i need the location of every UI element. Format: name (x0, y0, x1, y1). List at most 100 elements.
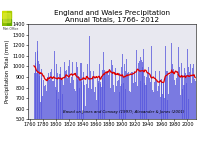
Bar (50, 72, 51, 142)
Bar (98, 83, 99, 142)
Bar (80, 62, 81, 142)
Bar (2, 19, 6, 26)
Bar (172, 64, 173, 142)
Bar (187, 49, 188, 142)
Bar (165, 77, 166, 142)
Bar (141, 59, 142, 142)
Bar (144, 83, 145, 142)
Bar (44, 86, 45, 142)
Bar (84, 85, 85, 142)
Text: Based on Jones and Conway (1997); Alexander & Jones (2001): Based on Jones and Conway (1997); Alexan… (63, 110, 185, 114)
Bar (6, 11, 11, 18)
Bar (127, 73, 128, 142)
Bar (122, 54, 123, 142)
Bar (61, 78, 62, 142)
Bar (138, 63, 139, 142)
Bar (133, 83, 134, 142)
Bar (77, 80, 78, 142)
Bar (160, 97, 161, 142)
Bar (66, 70, 67, 142)
Bar (110, 88, 111, 142)
Bar (113, 85, 114, 142)
Bar (59, 74, 60, 142)
Bar (104, 70, 105, 142)
Bar (117, 81, 118, 142)
Bar (42, 96, 43, 142)
Bar (152, 90, 153, 142)
Bar (161, 81, 162, 142)
Bar (186, 75, 187, 142)
Bar (40, 102, 41, 142)
Bar (111, 60, 112, 142)
Bar (81, 82, 82, 142)
Bar (79, 77, 80, 142)
Bar (178, 47, 179, 142)
Bar (82, 113, 83, 142)
Bar (97, 78, 98, 142)
Bar (104, 72, 105, 142)
Bar (142, 67, 143, 142)
Bar (73, 80, 74, 142)
Bar (182, 75, 183, 142)
Bar (164, 98, 165, 142)
Bar (193, 63, 194, 142)
Bar (157, 91, 158, 142)
Bar (176, 78, 177, 142)
Bar (78, 76, 79, 142)
Bar (41, 69, 42, 142)
Bar (2, 11, 6, 18)
Bar (56, 90, 57, 142)
Bar (126, 59, 127, 142)
Bar (35, 63, 36, 142)
Bar (135, 82, 136, 142)
Bar (100, 84, 101, 142)
Bar (37, 41, 38, 142)
Bar (71, 77, 72, 142)
Bar (177, 74, 178, 142)
Bar (87, 64, 88, 142)
Bar (139, 61, 140, 142)
Bar (173, 69, 174, 142)
Bar (146, 77, 147, 142)
Bar (36, 73, 37, 142)
Bar (186, 83, 187, 142)
Bar (142, 62, 143, 142)
Bar (43, 81, 44, 142)
Bar (60, 74, 61, 142)
Bar (74, 89, 75, 142)
Bar (146, 85, 147, 142)
Bar (154, 82, 155, 142)
Bar (69, 60, 70, 142)
Bar (167, 100, 168, 142)
Bar (89, 36, 90, 142)
Bar (76, 61, 77, 142)
Text: Met Office: Met Office (3, 27, 19, 31)
Bar (171, 43, 172, 142)
Bar (63, 85, 64, 142)
Bar (175, 85, 176, 142)
Bar (62, 80, 63, 142)
Bar (182, 89, 183, 142)
Bar (88, 88, 89, 142)
Bar (51, 69, 52, 142)
Bar (121, 84, 122, 142)
Bar (159, 71, 160, 142)
Bar (112, 65, 113, 142)
Bar (102, 78, 103, 142)
Bar (52, 81, 53, 142)
Bar (148, 67, 149, 142)
Bar (140, 81, 141, 142)
Bar (39, 76, 40, 142)
Bar (65, 71, 66, 142)
Bar (190, 64, 191, 142)
Bar (120, 86, 121, 142)
Bar (99, 64, 100, 142)
Bar (93, 71, 94, 142)
Bar (156, 81, 157, 142)
Bar (6, 19, 11, 26)
Bar (115, 67, 116, 142)
Bar (123, 77, 124, 142)
Bar (37, 51, 38, 142)
Bar (124, 64, 125, 142)
Bar (119, 73, 120, 142)
